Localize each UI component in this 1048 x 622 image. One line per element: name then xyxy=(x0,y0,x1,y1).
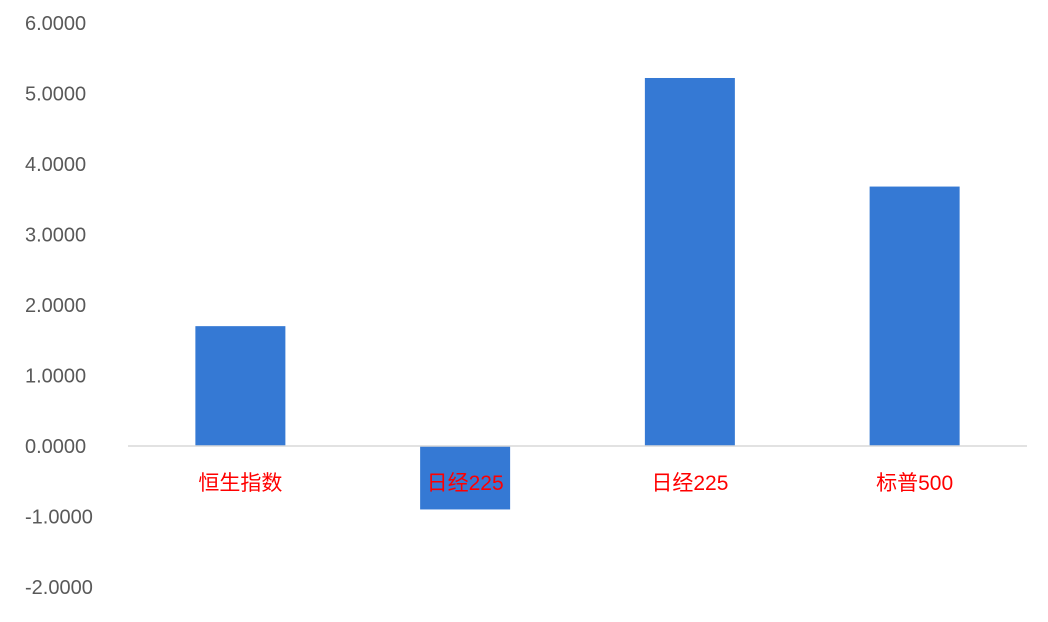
x-axis-category-labels: 恒生指数 日经225 日经225 标普500 xyxy=(198,472,953,495)
y-tick-label: 4.0000 xyxy=(25,154,86,176)
y-tick-label: 3.0000 xyxy=(25,225,86,247)
y-tick-label: -1.0000 xyxy=(25,507,93,529)
y-axis-tick-labels: 6.0000 5.0000 4.0000 3.0000 2.0000 1.0000 0.00… xyxy=(25,13,93,599)
y-tick-label: 0.0000 xyxy=(25,436,86,458)
y-tick-label: -2.0000 xyxy=(25,577,93,599)
category-label: 恒生指数 xyxy=(198,472,282,495)
category-label: 标普500 xyxy=(876,472,953,495)
bar-series xyxy=(195,77,960,510)
bar xyxy=(420,446,511,510)
y-tick-label: 6.0000 xyxy=(25,13,86,35)
bar xyxy=(195,326,286,446)
category-label: 日经225 xyxy=(427,472,504,495)
bar xyxy=(644,77,735,447)
y-tick-label: 1.0000 xyxy=(25,366,86,388)
y-tick-label: 2.0000 xyxy=(25,295,86,317)
category-label: 日经225 xyxy=(651,472,728,495)
y-tick-label: 5.0000 xyxy=(25,84,86,106)
bar xyxy=(869,186,960,446)
